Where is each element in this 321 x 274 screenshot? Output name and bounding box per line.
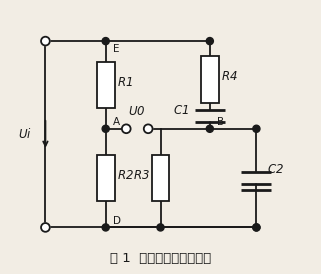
Text: $R$1: $R$1 [117, 76, 133, 89]
Text: $C$2: $C$2 [267, 163, 284, 176]
Text: B: B [217, 118, 224, 127]
Circle shape [253, 125, 260, 132]
Circle shape [157, 224, 164, 231]
Text: $U$0: $U$0 [128, 105, 146, 118]
Circle shape [253, 224, 260, 231]
Text: $R$3: $R$3 [133, 169, 150, 182]
Bar [152, 155, 169, 201]
Circle shape [41, 37, 50, 45]
Circle shape [102, 224, 109, 231]
Text: E: E [113, 44, 119, 54]
Text: $C$1: $C$1 [173, 104, 189, 117]
Text: $R$4: $R$4 [221, 70, 238, 83]
Text: $U$i: $U$i [18, 127, 32, 141]
Bar [97, 62, 115, 108]
Text: D: D [113, 216, 121, 226]
Circle shape [253, 224, 260, 231]
Circle shape [122, 124, 131, 133]
Circle shape [144, 124, 152, 133]
Bar [97, 155, 115, 201]
Circle shape [206, 38, 213, 45]
Text: 图 1  文氏电桥陷波器电路: 图 1 文氏电桥陷波器电路 [110, 252, 211, 266]
Circle shape [102, 125, 109, 132]
Bar [201, 56, 219, 103]
Circle shape [206, 125, 213, 132]
Circle shape [102, 38, 109, 45]
Text: $R$2: $R$2 [117, 169, 134, 182]
Text: A: A [113, 118, 120, 127]
Circle shape [41, 223, 50, 232]
